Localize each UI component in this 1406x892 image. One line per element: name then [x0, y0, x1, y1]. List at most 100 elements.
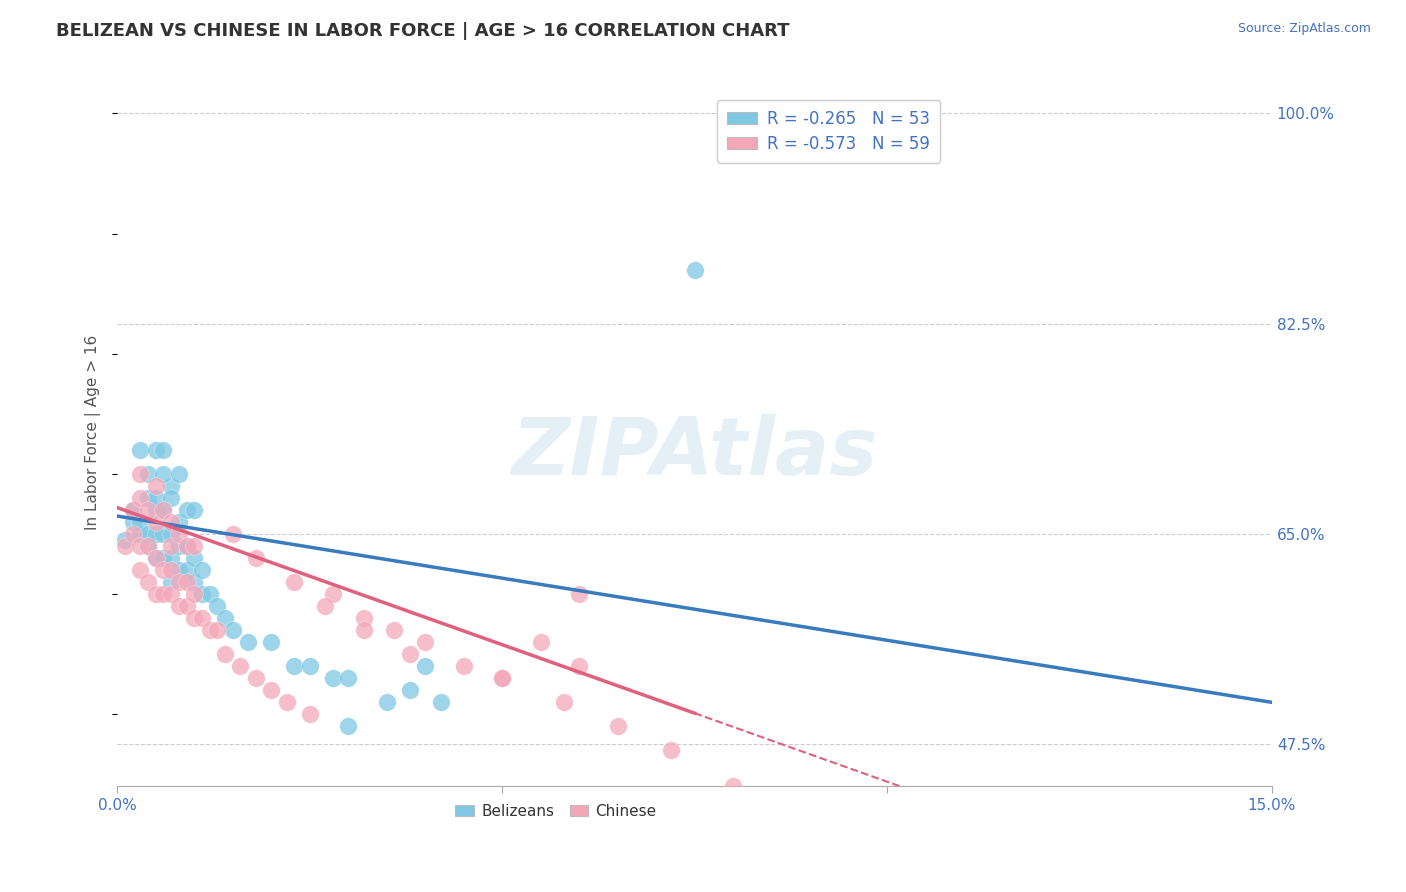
Point — [167, 539, 190, 553]
Point — [176, 503, 198, 517]
Point — [398, 683, 420, 698]
Point — [530, 635, 553, 649]
Point — [129, 467, 152, 481]
Point — [353, 611, 375, 625]
Point — [322, 587, 344, 601]
Text: ZIPAtlas: ZIPAtlas — [512, 414, 877, 492]
Point — [491, 671, 513, 685]
Point — [183, 587, 205, 601]
Point — [136, 539, 159, 553]
Point — [136, 575, 159, 590]
Point — [298, 659, 321, 673]
Point — [337, 671, 360, 685]
Point — [145, 479, 167, 493]
Point — [413, 635, 436, 649]
Point — [114, 533, 136, 548]
Point — [183, 551, 205, 566]
Point — [176, 539, 198, 553]
Point — [152, 563, 174, 577]
Point — [183, 503, 205, 517]
Point — [160, 515, 183, 529]
Point — [121, 503, 143, 517]
Point — [145, 527, 167, 541]
Point — [129, 527, 152, 541]
Point — [222, 527, 245, 541]
Point — [191, 611, 214, 625]
Point — [136, 491, 159, 505]
Point — [121, 527, 143, 541]
Point — [160, 551, 183, 566]
Point — [245, 671, 267, 685]
Point — [167, 575, 190, 590]
Point — [191, 587, 214, 601]
Point — [160, 527, 183, 541]
Point — [375, 695, 398, 709]
Point — [260, 683, 283, 698]
Point — [176, 539, 198, 553]
Point — [136, 467, 159, 481]
Point — [568, 659, 591, 673]
Point — [176, 599, 198, 614]
Point — [413, 659, 436, 673]
Point — [145, 515, 167, 529]
Point — [167, 599, 190, 614]
Point — [429, 695, 451, 709]
Point — [283, 659, 305, 673]
Point — [160, 539, 183, 553]
Point — [176, 575, 198, 590]
Point — [136, 503, 159, 517]
Point — [145, 503, 167, 517]
Point — [398, 647, 420, 661]
Point — [453, 659, 475, 673]
Point — [245, 551, 267, 566]
Point — [167, 467, 190, 481]
Point — [236, 635, 259, 649]
Point — [191, 563, 214, 577]
Point — [160, 575, 183, 590]
Point — [145, 442, 167, 457]
Point — [145, 551, 167, 566]
Point — [683, 262, 706, 277]
Point — [222, 624, 245, 638]
Point — [152, 467, 174, 481]
Point — [152, 503, 174, 517]
Point — [322, 671, 344, 685]
Point — [160, 563, 183, 577]
Point — [152, 503, 174, 517]
Point — [145, 551, 167, 566]
Point — [661, 743, 683, 757]
Point — [183, 611, 205, 625]
Point — [183, 575, 205, 590]
Point — [214, 647, 236, 661]
Point — [198, 624, 221, 638]
Point — [160, 491, 183, 505]
Point — [129, 491, 152, 505]
Y-axis label: In Labor Force | Age > 16: In Labor Force | Age > 16 — [86, 334, 101, 530]
Point — [198, 587, 221, 601]
Point — [121, 515, 143, 529]
Point — [129, 563, 152, 577]
Point — [145, 491, 167, 505]
Point — [337, 719, 360, 733]
Point — [214, 611, 236, 625]
Point — [160, 587, 183, 601]
Point — [353, 624, 375, 638]
Point — [167, 515, 190, 529]
Legend: Belizeans, Chinese: Belizeans, Chinese — [450, 797, 662, 825]
Point — [152, 442, 174, 457]
Point — [568, 587, 591, 601]
Point — [229, 659, 252, 673]
Point — [606, 719, 628, 733]
Point — [152, 527, 174, 541]
Point — [152, 551, 174, 566]
Point — [129, 515, 152, 529]
Point — [721, 780, 744, 794]
Point — [167, 527, 190, 541]
Point — [129, 539, 152, 553]
Point — [129, 442, 152, 457]
Point — [207, 599, 229, 614]
Point — [298, 707, 321, 722]
Text: BELIZEAN VS CHINESE IN LABOR FORCE | AGE > 16 CORRELATION CHART: BELIZEAN VS CHINESE IN LABOR FORCE | AGE… — [56, 22, 790, 40]
Point — [136, 527, 159, 541]
Text: Source: ZipAtlas.com: Source: ZipAtlas.com — [1237, 22, 1371, 36]
